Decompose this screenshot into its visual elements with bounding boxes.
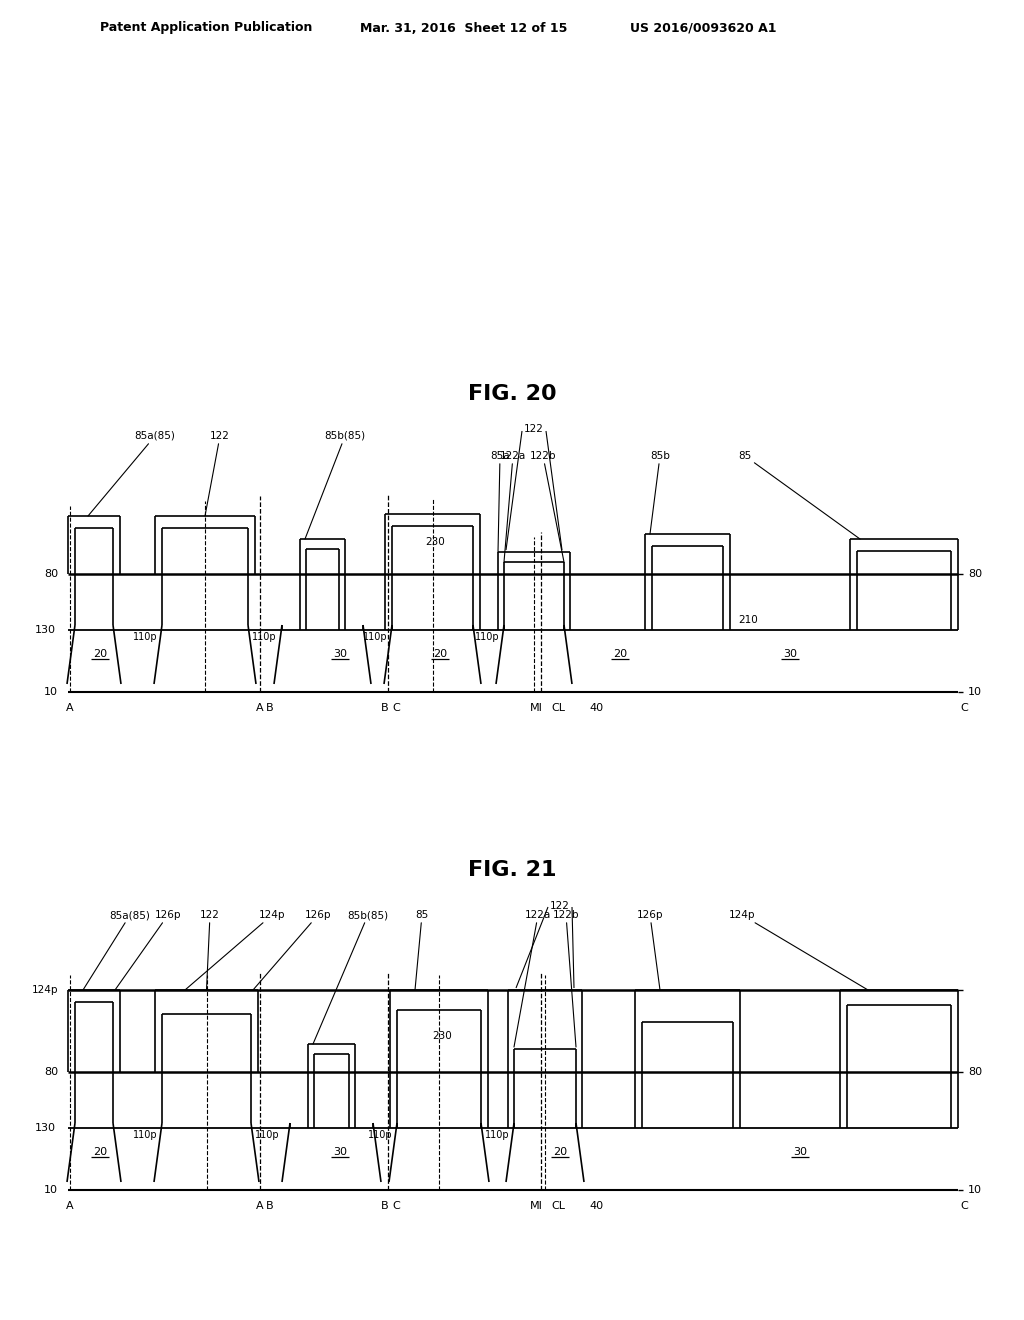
Text: 126p: 126p	[115, 909, 181, 990]
Text: 110p: 110p	[364, 632, 388, 642]
Text: MI: MI	[529, 1201, 543, 1210]
Text: 10: 10	[968, 686, 982, 697]
Text: 85b(85): 85b(85)	[313, 909, 388, 1044]
Text: CL: CL	[551, 704, 565, 713]
Text: A: A	[256, 704, 264, 713]
Text: 20: 20	[613, 649, 627, 659]
Text: 85: 85	[415, 909, 429, 990]
Text: 126p: 126p	[253, 909, 331, 990]
Text: 122: 122	[524, 424, 544, 434]
Text: 110p: 110p	[369, 1130, 393, 1140]
Text: 130: 130	[35, 624, 56, 635]
Text: 122: 122	[205, 432, 230, 516]
Text: A: A	[256, 1201, 264, 1210]
Text: 110p: 110p	[133, 632, 158, 642]
Text: 30: 30	[793, 1147, 807, 1158]
Text: 10: 10	[44, 686, 58, 697]
Text: 85: 85	[738, 451, 860, 539]
Text: 85a: 85a	[490, 451, 510, 552]
Text: 85b(85): 85b(85)	[305, 432, 366, 539]
Text: 85a(85): 85a(85)	[88, 432, 175, 516]
Text: 80: 80	[44, 569, 58, 579]
Text: 30: 30	[333, 649, 347, 659]
Text: Mar. 31, 2016  Sheet 12 of 15: Mar. 31, 2016 Sheet 12 of 15	[360, 21, 567, 34]
Text: MI: MI	[529, 704, 543, 713]
Text: 20: 20	[433, 649, 447, 659]
Text: 210: 210	[738, 615, 758, 624]
Text: 110p: 110p	[255, 1130, 280, 1140]
Text: 110p: 110p	[133, 1130, 158, 1140]
Text: 122: 122	[200, 909, 220, 990]
Text: FIG. 21: FIG. 21	[468, 861, 556, 880]
Text: A: A	[67, 704, 74, 713]
Text: 124p: 124p	[185, 909, 286, 990]
Text: C: C	[961, 704, 968, 713]
Text: 122b: 122b	[553, 909, 580, 1047]
Text: 124p: 124p	[32, 985, 58, 995]
Text: C: C	[961, 1201, 968, 1210]
Text: 80: 80	[44, 1067, 58, 1077]
Text: 110p: 110p	[475, 632, 500, 642]
Text: 40: 40	[589, 704, 603, 713]
Text: FIG. 20: FIG. 20	[468, 384, 556, 404]
Text: 10: 10	[968, 1185, 982, 1195]
Text: 110p: 110p	[252, 632, 276, 642]
Text: 230: 230	[426, 537, 445, 546]
Text: 30: 30	[783, 649, 797, 659]
Text: 126p: 126p	[637, 909, 664, 990]
Text: CL: CL	[551, 1201, 565, 1210]
Text: 130: 130	[35, 1123, 56, 1133]
Text: C: C	[392, 1201, 399, 1210]
Text: 20: 20	[93, 649, 108, 659]
Text: B: B	[381, 704, 389, 713]
Text: 20: 20	[93, 1147, 108, 1158]
Text: 10: 10	[44, 1185, 58, 1195]
Text: 80: 80	[968, 569, 982, 579]
Text: C: C	[392, 704, 399, 713]
Text: 30: 30	[333, 1147, 347, 1158]
Text: 124p: 124p	[729, 909, 868, 990]
Text: 40: 40	[589, 1201, 603, 1210]
Text: 122b: 122b	[529, 451, 564, 562]
Text: 20: 20	[553, 1147, 567, 1158]
Text: 110p: 110p	[485, 1130, 510, 1140]
Text: 122a: 122a	[514, 909, 551, 1047]
Text: 122: 122	[550, 902, 570, 911]
Text: 85a(85): 85a(85)	[83, 909, 151, 990]
Text: Patent Application Publication: Patent Application Publication	[100, 21, 312, 34]
Text: B: B	[266, 704, 273, 713]
Text: 80: 80	[968, 1067, 982, 1077]
Text: 122a: 122a	[500, 451, 526, 562]
Text: US 2016/0093620 A1: US 2016/0093620 A1	[630, 21, 776, 34]
Text: B: B	[381, 1201, 389, 1210]
Text: 85b: 85b	[650, 451, 670, 535]
Text: 230: 230	[432, 1031, 452, 1041]
Text: A: A	[67, 1201, 74, 1210]
Text: B: B	[266, 1201, 273, 1210]
